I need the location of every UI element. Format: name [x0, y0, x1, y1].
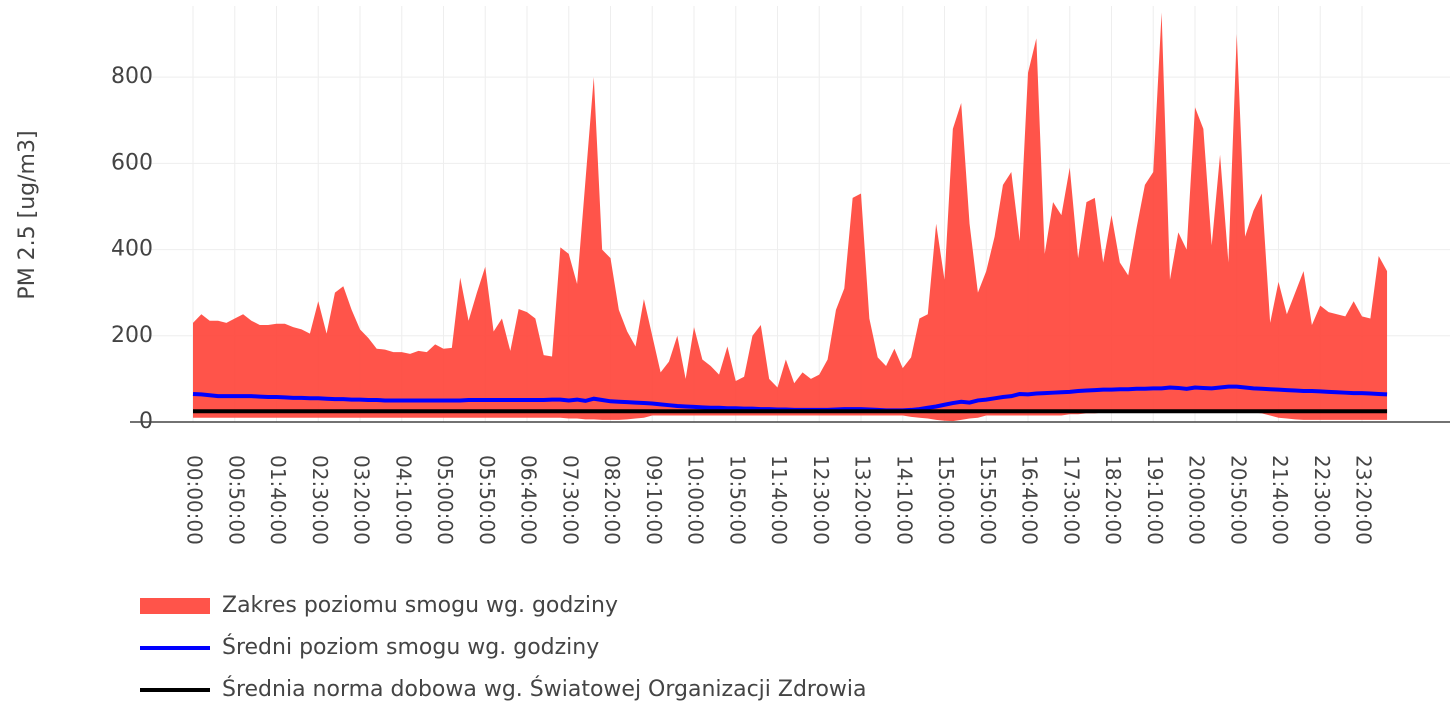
x-tick-label: 10:50:00 — [725, 455, 749, 545]
y-tick-label: 0 — [139, 409, 153, 434]
y-axis-title: PM 2.5 [ug/m3] — [15, 130, 40, 299]
x-tick-label: 17:30:00 — [1059, 455, 1083, 545]
x-tick-label: 23:20:00 — [1352, 455, 1376, 545]
x-tick-label: 20:00:00 — [1185, 455, 1209, 545]
x-tick-label: 10:00:00 — [684, 455, 708, 545]
y-tick-label: 600 — [111, 150, 153, 175]
x-tick-label: 05:00:00 — [433, 455, 457, 545]
x-tick-label: 06:40:00 — [517, 455, 541, 545]
x-tick-label: 02:30:00 — [308, 455, 332, 545]
x-tick-label: 00:00:00 — [183, 455, 207, 545]
x-tick-label: 08:20:00 — [600, 455, 624, 545]
x-tick-label: 00:50:00 — [224, 455, 248, 545]
x-tick-label: 20:50:00 — [1226, 455, 1250, 545]
x-tick-label: 07:30:00 — [558, 455, 582, 545]
x-tick-label: 11:40:00 — [767, 455, 791, 545]
x-tick-label: 15:00:00 — [934, 455, 958, 545]
x-tick-label: 12:30:00 — [809, 455, 833, 545]
x-tick-label: 01:40:00 — [266, 455, 290, 545]
legend-label: Zakres poziomu smogu wg. godziny — [222, 593, 618, 618]
x-tick-label: 13:20:00 — [851, 455, 875, 545]
legend-swatch — [140, 598, 210, 614]
x-tick-label: 14:10:00 — [892, 455, 916, 545]
x-tick-label: 09:10:00 — [642, 455, 666, 545]
x-tick-label: 18:20:00 — [1101, 455, 1125, 545]
x-tick-label: 05:50:00 — [475, 455, 499, 545]
y-tick-label: 400 — [111, 237, 153, 262]
y-tick-label: 800 — [111, 64, 153, 89]
x-tick-label: 16:40:00 — [1018, 455, 1042, 545]
x-tick-label: 04:10:00 — [391, 455, 415, 545]
x-tick-label: 19:10:00 — [1143, 455, 1167, 545]
x-tick-label: 22:30:00 — [1310, 455, 1334, 545]
range-area — [193, 12, 1388, 422]
legend-label: Średnia norma dobowa wg. Światowej Organ… — [222, 676, 867, 702]
x-tick-label: 03:20:00 — [350, 455, 374, 545]
x-tick-label: 21:40:00 — [1268, 455, 1292, 545]
x-tick-label: 15:50:00 — [976, 455, 1000, 545]
legend-label: Średni poziom smogu wg. godziny — [222, 634, 599, 660]
y-tick-label: 200 — [111, 323, 153, 348]
